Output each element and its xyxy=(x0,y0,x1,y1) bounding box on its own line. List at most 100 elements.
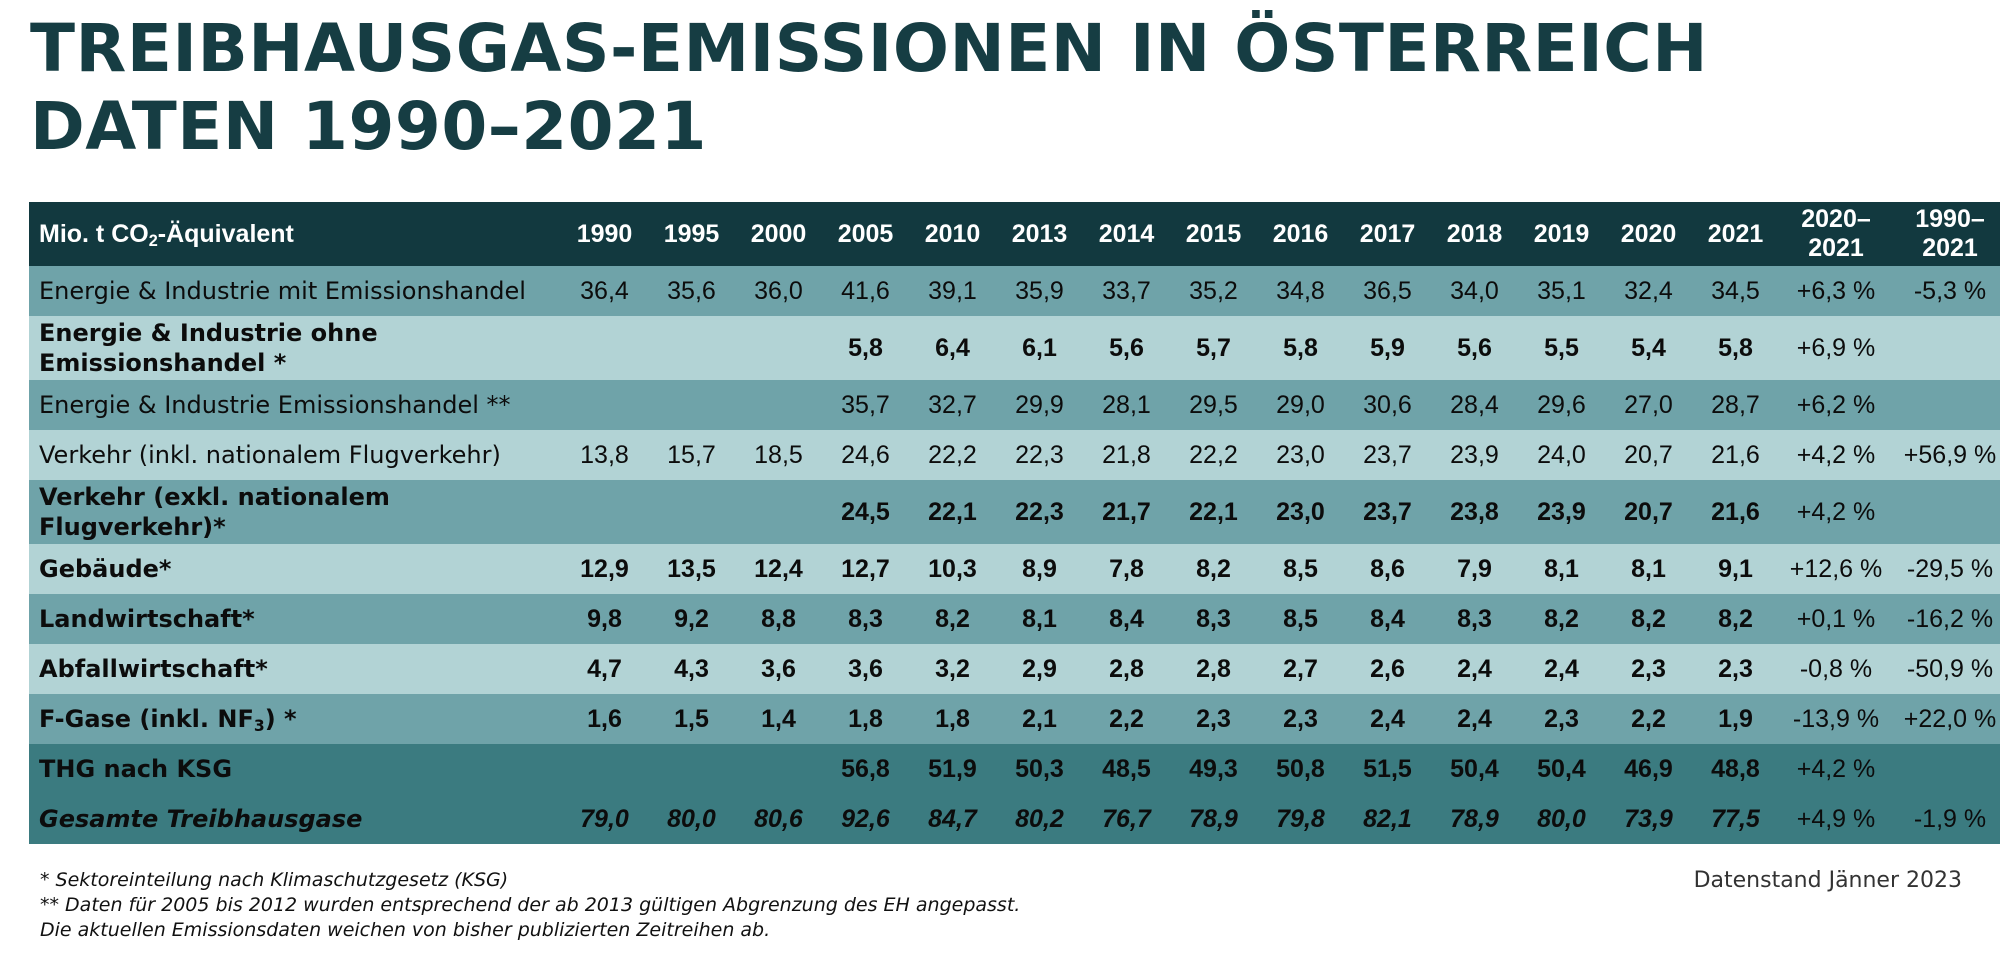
change-header-line-2: 2021 xyxy=(1808,234,1864,262)
change-2020-2021-cell: +4,2 % xyxy=(1779,744,1893,794)
change-1990-2021-cell: -1,9 % xyxy=(1893,794,2000,844)
unit-header: Mio. t CO2-Äquivalent xyxy=(29,202,561,266)
value-cell: 48,5 xyxy=(1083,744,1170,794)
value-cell: 8,3 xyxy=(1431,594,1518,644)
row-label: Gesamte Treibhausgase xyxy=(29,794,561,844)
row-label: Landwirtschaft* xyxy=(29,594,561,644)
value-cell: 3,2 xyxy=(909,644,996,694)
value-cell xyxy=(648,380,735,430)
year-header: 2015 xyxy=(1170,202,1257,266)
row-label: Verkehr (inkl. nationalem Flugverkehr) xyxy=(29,430,561,480)
table-row: Energie & Industrie mit Emissionshandel 3… xyxy=(29,266,2000,316)
table-row: Verkehr (exkl. nationalem Flugverkehr)* 2… xyxy=(29,480,2000,544)
value-cell: 51,5 xyxy=(1344,744,1431,794)
value-cell: 2,2 xyxy=(1605,694,1692,744)
title-line-1: TREIBHAUSGAS-EMISSIONEN IN ÖSTERREICH xyxy=(30,10,1708,87)
value-cell: 79,8 xyxy=(1257,794,1344,844)
value-cell: 21,7 xyxy=(1083,480,1170,544)
footnote-3: Die aktuellen Emissionsdaten weichen von… xyxy=(40,919,771,941)
change-1990-2021-cell: -5,3 % xyxy=(1893,266,2000,316)
value-cell: 9,2 xyxy=(648,594,735,644)
value-cell: 13,5 xyxy=(648,544,735,594)
value-cell: 8,2 xyxy=(909,594,996,644)
value-cell: 49,3 xyxy=(1170,744,1257,794)
footnote-2: ** Daten für 2005 bis 2012 wurden entspr… xyxy=(40,894,1021,916)
value-cell: 80,0 xyxy=(648,794,735,844)
value-cell: 2,9 xyxy=(996,644,1083,694)
change-2020-2021-cell: +4,9 % xyxy=(1779,794,1893,844)
value-cell: 22,2 xyxy=(909,430,996,480)
change-header-line-2: 2021 xyxy=(1922,234,1978,262)
value-cell: 8,9 xyxy=(996,544,1083,594)
value-cell: 78,9 xyxy=(1431,794,1518,844)
change-2020-2021-cell: +0,1 % xyxy=(1779,594,1893,644)
row-label: Energie & Industrie ohne Emissionshandel… xyxy=(29,316,561,380)
table-row: Landwirtschaft* 9,8 9,2 8,8 8,3 8,2 8,1 8,4 8,3 8… xyxy=(29,594,2000,644)
value-cell: 46,9 xyxy=(1605,744,1692,794)
value-cell: 12,4 xyxy=(735,544,822,594)
value-cell: 2,7 xyxy=(1257,644,1344,694)
value-cell: 21,8 xyxy=(1083,430,1170,480)
change-1990-2021-cell: -50,9 % xyxy=(1893,644,2000,694)
value-cell: 8,2 xyxy=(1518,594,1605,644)
value-cell: 7,9 xyxy=(1431,544,1518,594)
value-cell: 92,6 xyxy=(822,794,909,844)
year-header: 2005 xyxy=(822,202,909,266)
row-label: THG nach KSG xyxy=(29,744,561,794)
value-cell: 20,7 xyxy=(1605,480,1692,544)
change-1990-2021-cell xyxy=(1893,380,2000,430)
value-cell: 2,3 xyxy=(1605,644,1692,694)
value-cell: 24,5 xyxy=(822,480,909,544)
table-header-row: Mio. t CO2-Äquivalent 1990 1995 2000 2005 20… xyxy=(29,202,2000,266)
value-cell: 27,0 xyxy=(1605,380,1692,430)
value-cell: 1,4 xyxy=(735,694,822,744)
change-2020-2021-cell: -0,8 % xyxy=(1779,644,1893,694)
value-cell: 5,8 xyxy=(1692,316,1779,380)
year-header: 1995 xyxy=(648,202,735,266)
change-2020-2021-cell: +6,2 % xyxy=(1779,380,1893,430)
value-cell: 35,1 xyxy=(1518,266,1605,316)
table-row: Energie & Industrie Emissionshandel ** 35… xyxy=(29,380,2000,430)
unit-suffix: -Äquivalent xyxy=(157,219,294,248)
value-cell: 8,4 xyxy=(1083,594,1170,644)
value-cell: 2,1 xyxy=(996,694,1083,744)
value-cell: 22,3 xyxy=(996,430,1083,480)
emissions-table: Mio. t CO2-Äquivalent 1990 1995 2000 2005 20… xyxy=(29,202,2000,844)
value-cell: 3,6 xyxy=(735,644,822,694)
value-cell: 1,9 xyxy=(1692,694,1779,744)
value-cell: 2,2 xyxy=(1083,694,1170,744)
value-cell: 12,7 xyxy=(822,544,909,594)
table-body: Energie & Industrie mit Emissionshandel 3… xyxy=(29,266,2000,844)
value-cell: 3,6 xyxy=(822,644,909,694)
value-cell: 1,6 xyxy=(561,694,648,744)
value-cell: 6,1 xyxy=(996,316,1083,380)
value-cell: 78,9 xyxy=(1170,794,1257,844)
value-cell: 48,8 xyxy=(1692,744,1779,794)
change-1990-2021-cell xyxy=(1893,480,2000,544)
year-header: 2018 xyxy=(1431,202,1518,266)
change-1990-2021-cell: -29,5 % xyxy=(1893,544,2000,594)
value-cell: 8,1 xyxy=(1605,544,1692,594)
value-cell xyxy=(561,480,648,544)
value-cell: 23,7 xyxy=(1344,480,1431,544)
year-header: 2013 xyxy=(996,202,1083,266)
change-header: 2020– 2021 xyxy=(1779,202,1893,266)
row-label: Gebäude* xyxy=(29,544,561,594)
row-label: Abfallwirtschaft* xyxy=(29,644,561,694)
value-cell: 80,6 xyxy=(735,794,822,844)
value-cell: 23,8 xyxy=(1431,480,1518,544)
value-cell: 12,9 xyxy=(561,544,648,594)
year-header: 2000 xyxy=(735,202,822,266)
value-cell: 50,8 xyxy=(1257,744,1344,794)
value-cell: 1,8 xyxy=(909,694,996,744)
value-cell: 33,7 xyxy=(1083,266,1170,316)
year-header: 1990 xyxy=(561,202,648,266)
value-cell: 23,9 xyxy=(1518,480,1605,544)
value-cell: 34,5 xyxy=(1692,266,1779,316)
change-1990-2021-cell: +22,0 % xyxy=(1893,694,2000,744)
value-cell: 41,6 xyxy=(822,266,909,316)
value-cell: 28,1 xyxy=(1083,380,1170,430)
value-cell: 34,0 xyxy=(1431,266,1518,316)
value-cell xyxy=(735,380,822,430)
value-cell xyxy=(648,480,735,544)
